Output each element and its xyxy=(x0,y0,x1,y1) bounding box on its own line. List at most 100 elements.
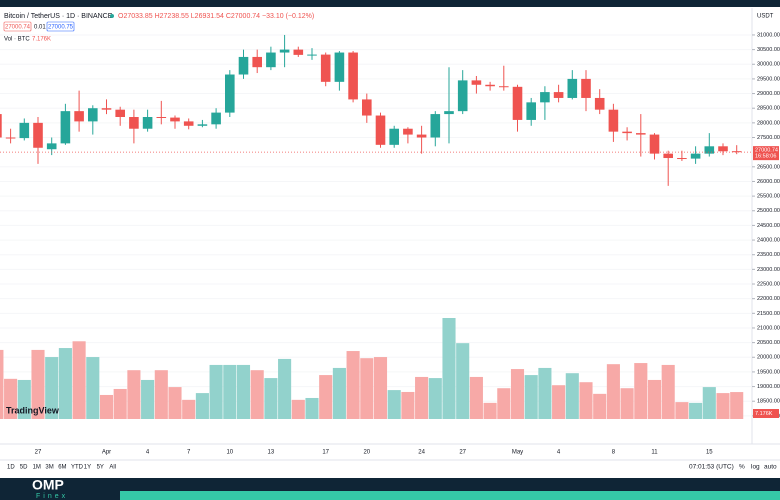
symbol: Bitcoin / TetherUS · 1D · BINANCE xyxy=(4,13,113,20)
volume-bar xyxy=(401,391,415,419)
range-button[interactable]: All xyxy=(109,465,116,471)
volume-bar xyxy=(236,364,251,419)
volume-bar xyxy=(72,341,86,419)
ask-box[interactable] xyxy=(46,21,75,32)
range-button[interactable]: 5Y xyxy=(97,465,104,471)
y-tick-label: 29500.00 xyxy=(757,76,780,82)
candle-body xyxy=(403,128,413,135)
volume-bar xyxy=(702,387,716,419)
y-tick-label: 22500.00 xyxy=(757,281,780,287)
candle-body xyxy=(320,54,331,82)
candle-body xyxy=(307,54,317,56)
volume-bar xyxy=(195,393,209,419)
volume-bar xyxy=(291,399,305,419)
watermark: TradingView xyxy=(6,405,60,415)
y-tick-label: 27500.00 xyxy=(757,135,780,141)
volume-bar xyxy=(264,378,278,419)
candle-body xyxy=(19,122,30,139)
candle-body xyxy=(540,92,550,103)
candle-body xyxy=(663,153,673,159)
volume-axis-label: 7.176K xyxy=(755,411,773,417)
range-button[interactable]: 6M xyxy=(58,465,66,471)
y-tick-label: 23500.00 xyxy=(757,252,780,258)
candle-body xyxy=(677,158,687,160)
candle-body xyxy=(704,146,715,154)
range-button[interactable]: 1D xyxy=(7,465,15,471)
range-button[interactable]: 5D xyxy=(20,465,28,471)
volume-bar xyxy=(319,375,333,419)
candle-body xyxy=(101,108,112,110)
last-price-label: 27000.74 xyxy=(755,148,778,154)
volume-bar xyxy=(305,397,319,419)
x-tick-label: 13 xyxy=(268,450,275,456)
candle-body xyxy=(416,134,427,138)
candle-body xyxy=(362,99,372,116)
volume-bar xyxy=(579,382,593,419)
volume-title: Vol · BTC xyxy=(4,37,30,43)
candle-body xyxy=(115,109,125,117)
currency[interactable]: USDT xyxy=(757,14,774,20)
candle-body xyxy=(33,122,43,148)
volume-bar xyxy=(4,378,18,419)
candle-body xyxy=(334,52,345,82)
volume-bar xyxy=(17,379,31,419)
volume-bar xyxy=(469,376,483,419)
spread: 0.01 xyxy=(34,25,46,31)
clock: 07:01:53 (UTC) xyxy=(689,464,734,471)
volume-bar xyxy=(360,358,374,419)
candle-body xyxy=(238,56,249,75)
volume-bar xyxy=(86,357,100,419)
volume-bar xyxy=(524,375,538,419)
percent-toggle[interactable]: % xyxy=(739,464,745,471)
brand: OMP xyxy=(32,477,64,493)
y-tick-label: 19000.00 xyxy=(757,384,780,390)
y-tick-label: 21500.00 xyxy=(757,311,780,317)
plot-area xyxy=(0,34,752,419)
candle-body xyxy=(485,84,495,87)
bid: 27000.74 xyxy=(5,25,31,31)
y-tick-label: 18500.00 xyxy=(757,399,780,405)
ask: 27000.75 xyxy=(48,25,74,31)
volume-bar xyxy=(373,357,388,419)
candle-body xyxy=(594,97,605,110)
candle-body xyxy=(348,52,358,100)
ohlc: O27033.85 H27238.55 L26931.54 C27000.74 … xyxy=(118,13,314,20)
volume-bar xyxy=(209,364,223,419)
range-button[interactable]: YTD xyxy=(71,465,84,471)
volume-bar xyxy=(182,399,196,419)
candle-body xyxy=(375,115,386,145)
candle-body xyxy=(690,153,701,159)
volume-bar xyxy=(647,379,662,419)
volume-bar xyxy=(31,349,45,419)
volume-bar xyxy=(45,357,59,419)
x-tick-label: 15 xyxy=(706,450,713,456)
countdown: 16:58:06 xyxy=(755,154,776,160)
volume-bar xyxy=(510,369,525,419)
candle-body xyxy=(389,128,399,145)
volume-bar xyxy=(346,351,360,419)
x-tick-label: 7 xyxy=(187,450,191,456)
candle-body xyxy=(499,86,509,88)
range-button[interactable]: 1M xyxy=(33,465,41,471)
candle-body xyxy=(567,78,578,98)
log-toggle[interactable]: log xyxy=(751,464,760,471)
range-button[interactable]: 3M xyxy=(45,465,53,471)
candle-body xyxy=(279,49,290,53)
range-button[interactable]: 1Y xyxy=(84,465,91,471)
candle-body xyxy=(266,52,276,68)
auto-toggle[interactable]: auto xyxy=(764,464,777,471)
candle-body xyxy=(622,131,632,134)
bid-box[interactable] xyxy=(3,21,32,32)
candle-body xyxy=(444,111,454,115)
y-tick-label: 22000.00 xyxy=(757,296,780,302)
x-tick-label: 8 xyxy=(612,450,616,456)
x-tick-label: Apr xyxy=(102,450,111,456)
candle-body xyxy=(142,117,153,129)
y-tick-label: 24500.00 xyxy=(757,223,780,229)
y-tick-label: 28500.00 xyxy=(757,106,780,112)
candle-body xyxy=(197,124,208,126)
volume-bar xyxy=(154,370,168,419)
last-price-box xyxy=(753,146,779,161)
candle-body xyxy=(5,137,16,139)
